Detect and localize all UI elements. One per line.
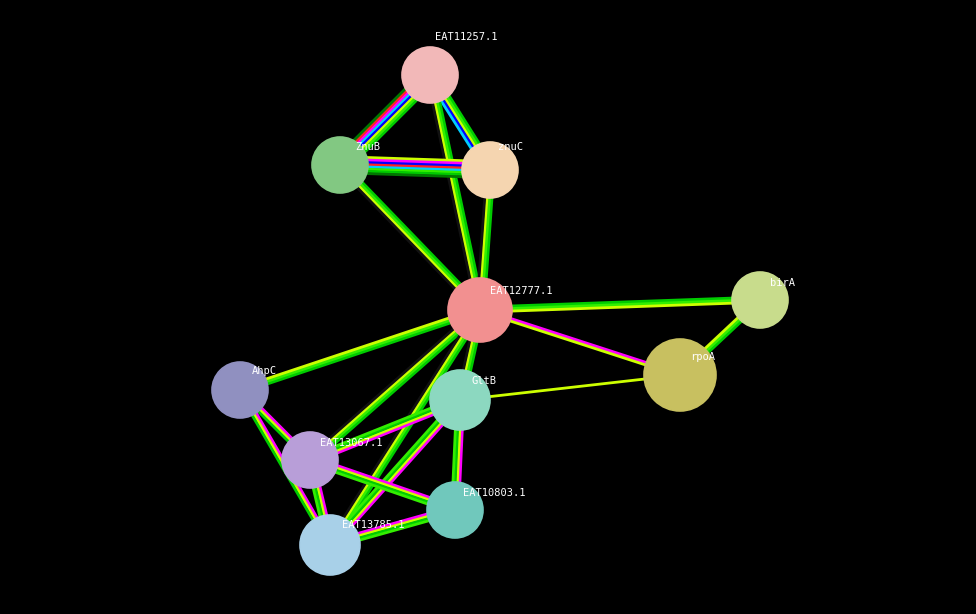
Text: ZnuB: ZnuB [355, 142, 380, 152]
Circle shape [462, 142, 518, 198]
Circle shape [448, 278, 512, 342]
Circle shape [300, 515, 360, 575]
Text: GltB: GltB [472, 376, 497, 386]
Circle shape [312, 137, 368, 193]
Text: EAT12777.1: EAT12777.1 [490, 286, 552, 296]
Text: AhpC: AhpC [252, 366, 277, 376]
Text: birA: birA [770, 278, 795, 288]
Text: EAT11257.1: EAT11257.1 [435, 32, 498, 42]
Text: EAT13785.1: EAT13785.1 [342, 520, 404, 530]
Circle shape [732, 272, 788, 328]
Text: EAT13067.1: EAT13067.1 [320, 438, 383, 448]
Circle shape [212, 362, 268, 418]
Circle shape [427, 482, 483, 538]
Circle shape [282, 432, 338, 488]
Text: znuC: znuC [498, 142, 523, 152]
Text: rpoA: rpoA [690, 352, 715, 362]
Text: EAT10803.1: EAT10803.1 [463, 488, 525, 498]
Circle shape [402, 47, 458, 103]
Circle shape [430, 370, 490, 430]
Circle shape [644, 339, 716, 411]
